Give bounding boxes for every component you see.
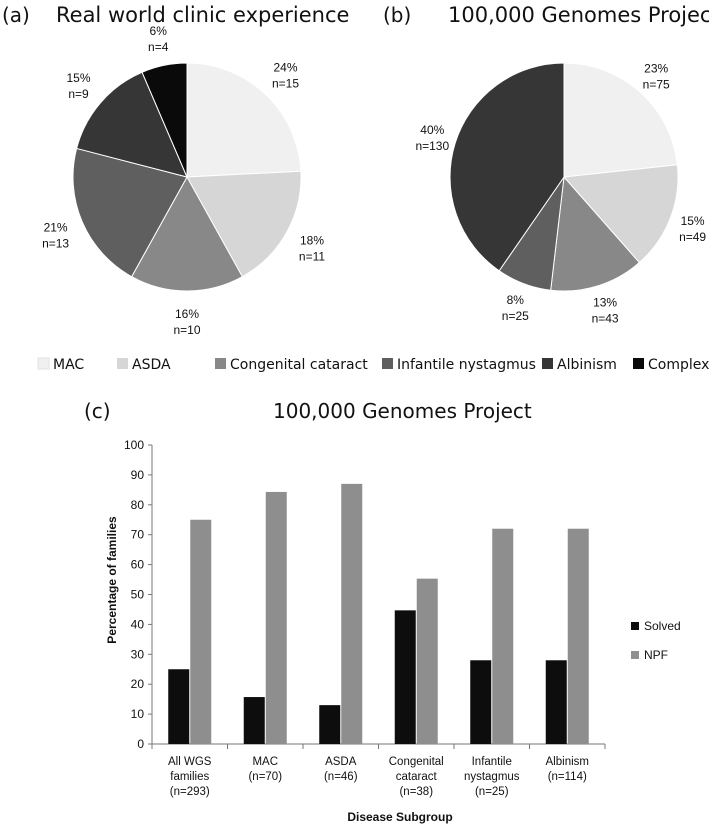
y-tick-label: 20 [131,677,145,691]
pie-legend-label-congenital-cataract: Congenital cataract [230,357,368,373]
x-category-label: (n=114) [548,771,587,783]
y-tick-label: 10 [131,707,145,721]
pie-a-title: Real world clinic experience [56,3,349,27]
bar-npf-3 [416,578,438,744]
x-category-label: (n=293) [170,786,210,798]
y-tick-label: 80 [131,498,145,512]
bar-solved-0 [168,669,190,744]
pie-b-label-pct-asda: 15% [681,214,705,228]
pie-b-slice-congenital-cataract [550,175,641,292]
pie-a-label-n-congenital-cataract: n=10 [173,323,200,337]
pie-a-label-n-infantile-nystagmus: n=13 [42,236,69,250]
pie-legend: MAC ASDA Congenital cataract Infantile nyst… [37,357,709,373]
x-category-label: cataract [396,771,438,783]
pie-a-label-pct-mac: 24% [273,60,297,74]
pie-a-label-n-asda: n=11 [299,249,325,263]
x-axis-label: Disease Subgroup [347,810,452,824]
pie-legend-label-mac: MAC [53,357,84,373]
pie-b-slice-albinism [449,62,565,272]
y-tick-label: 100 [124,438,144,452]
pie-a-label-n-mac: n=15 [272,76,299,90]
x-category-label: (n=70) [248,771,282,783]
bar-legend-label-solved: Solved [644,619,681,633]
pie-a-slice-albinism [76,71,188,178]
x-category-label: (n=46) [324,771,358,783]
x-category-label: Albinism [546,756,589,768]
pie-b-label-n-asda: n=49 [679,230,706,244]
pie-b-label-n-albinism: n=130 [415,139,449,153]
y-tick-label: 50 [131,588,145,602]
pie-legend-swatch-mac [37,357,50,370]
pie-b-slice-mac [563,62,678,178]
pie-legend-label-asda: ASDA [132,357,171,373]
pie-a-slice-congenital-cataract [131,175,243,292]
pie-a-label-n-albinism: n=9 [68,87,89,101]
pie-legend-swatch-congenital-cataract [215,358,226,369]
panel-label-a: (a) [2,3,30,27]
bar-chart: 0 10 20 30 40 50 60 70 80 90 100 All WGS families (n=… [124,438,681,798]
pie-legend-swatch-infantile-nystagmus [382,358,393,369]
pie-chart-clinic: 24% n=15 18% n=11 16% n=10 21% n=13 15% n=9 6% n=4 [42,24,325,337]
bar-legend-swatch-solved [631,622,639,630]
bar-npf-2 [341,483,363,744]
pie-b-label-pct-infantile-nystagmus: 8% [507,293,525,307]
y-tick-label: 90 [131,468,145,482]
pie-chart-genomes: 23% n=75 15% n=49 13% n=43 8% n=25 40% n=130 [415,61,706,325]
panel-label-c: (c) [84,399,111,423]
bar-npf-4 [492,528,514,744]
x-category-label: (n=38) [399,786,433,798]
bar-chart-title: 100,000 Genomes Project [273,399,532,423]
bar-legend-swatch-npf [631,651,639,659]
pie-a-slice-asda [186,170,302,278]
panel-label-b: (b) [383,3,411,27]
pie-b-label-n-infantile-nystagmus: n=25 [502,309,529,323]
pie-a-label-n-complex-strabismus: n=4 [148,40,169,54]
bar-npf-0 [190,519,212,744]
bar-npf-5 [567,528,589,744]
pie-a-label-pct-asda: 18% [300,233,324,247]
x-category-label: families [170,771,209,783]
pie-legend-label-complex-strabismus: Complex strabismus [648,357,709,373]
x-category-label: Infantile [472,756,512,768]
pie-b-label-pct-mac: 23% [644,61,668,75]
pie-b-label-pct-congenital-cataract: 13% [593,296,617,310]
bar-solved-4 [470,660,492,744]
pie-b-title: 100,000 Genomes Project [448,3,709,27]
pie-b-label-n-congenital-cataract: n=43 [592,312,619,326]
pie-a-label-pct-complex-strabismus: 6% [150,24,168,38]
pie-legend-swatch-complex-strabismus [633,358,644,369]
pie-legend-swatch-asda [117,358,128,369]
pie-legend-swatch-albinism [542,358,553,369]
y-tick-label: 30 [131,647,145,661]
pie-a-label-pct-albinism: 15% [66,71,90,85]
pie-a-slice-infantile-nystagmus [72,147,188,278]
bar-solved-3 [394,610,416,744]
bar-npf-1 [265,491,287,744]
x-category-label: nystagmus [464,771,520,783]
bar-solved-2 [319,705,341,744]
y-tick-label: 0 [137,737,144,751]
y-tick-label: 40 [131,617,145,631]
pie-b-slice-asda [562,164,679,264]
x-category-label: (n=25) [475,786,509,798]
x-category-label: All WGS [168,756,212,768]
x-category-label: MAC [252,756,278,768]
bar-solved-5 [545,660,567,744]
pie-b-label-n-mac: n=75 [643,77,670,91]
y-tick-label: 60 [131,558,145,572]
pie-a-label-pct-infantile-nystagmus: 21% [44,220,68,234]
pie-a-slice-mac [186,62,302,178]
pie-legend-label-infantile-nystagmus: Infantile nystagmus [397,357,536,373]
x-category-label: Congenital [389,756,444,768]
pie-b-label-pct-albinism: 40% [420,123,444,137]
y-tick-label: 70 [131,528,145,542]
pie-a-label-pct-congenital-cataract: 16% [175,307,199,321]
y-axis-label: Percentage of families [105,516,119,644]
pie-legend-label-albinism: Albinism [557,357,617,373]
bar-legend-label-npf: NPF [644,648,668,662]
pie-a-slice-complex-strabismus [141,62,188,178]
x-category-label: ASDA [325,756,357,768]
bar-solved-1 [243,697,265,744]
